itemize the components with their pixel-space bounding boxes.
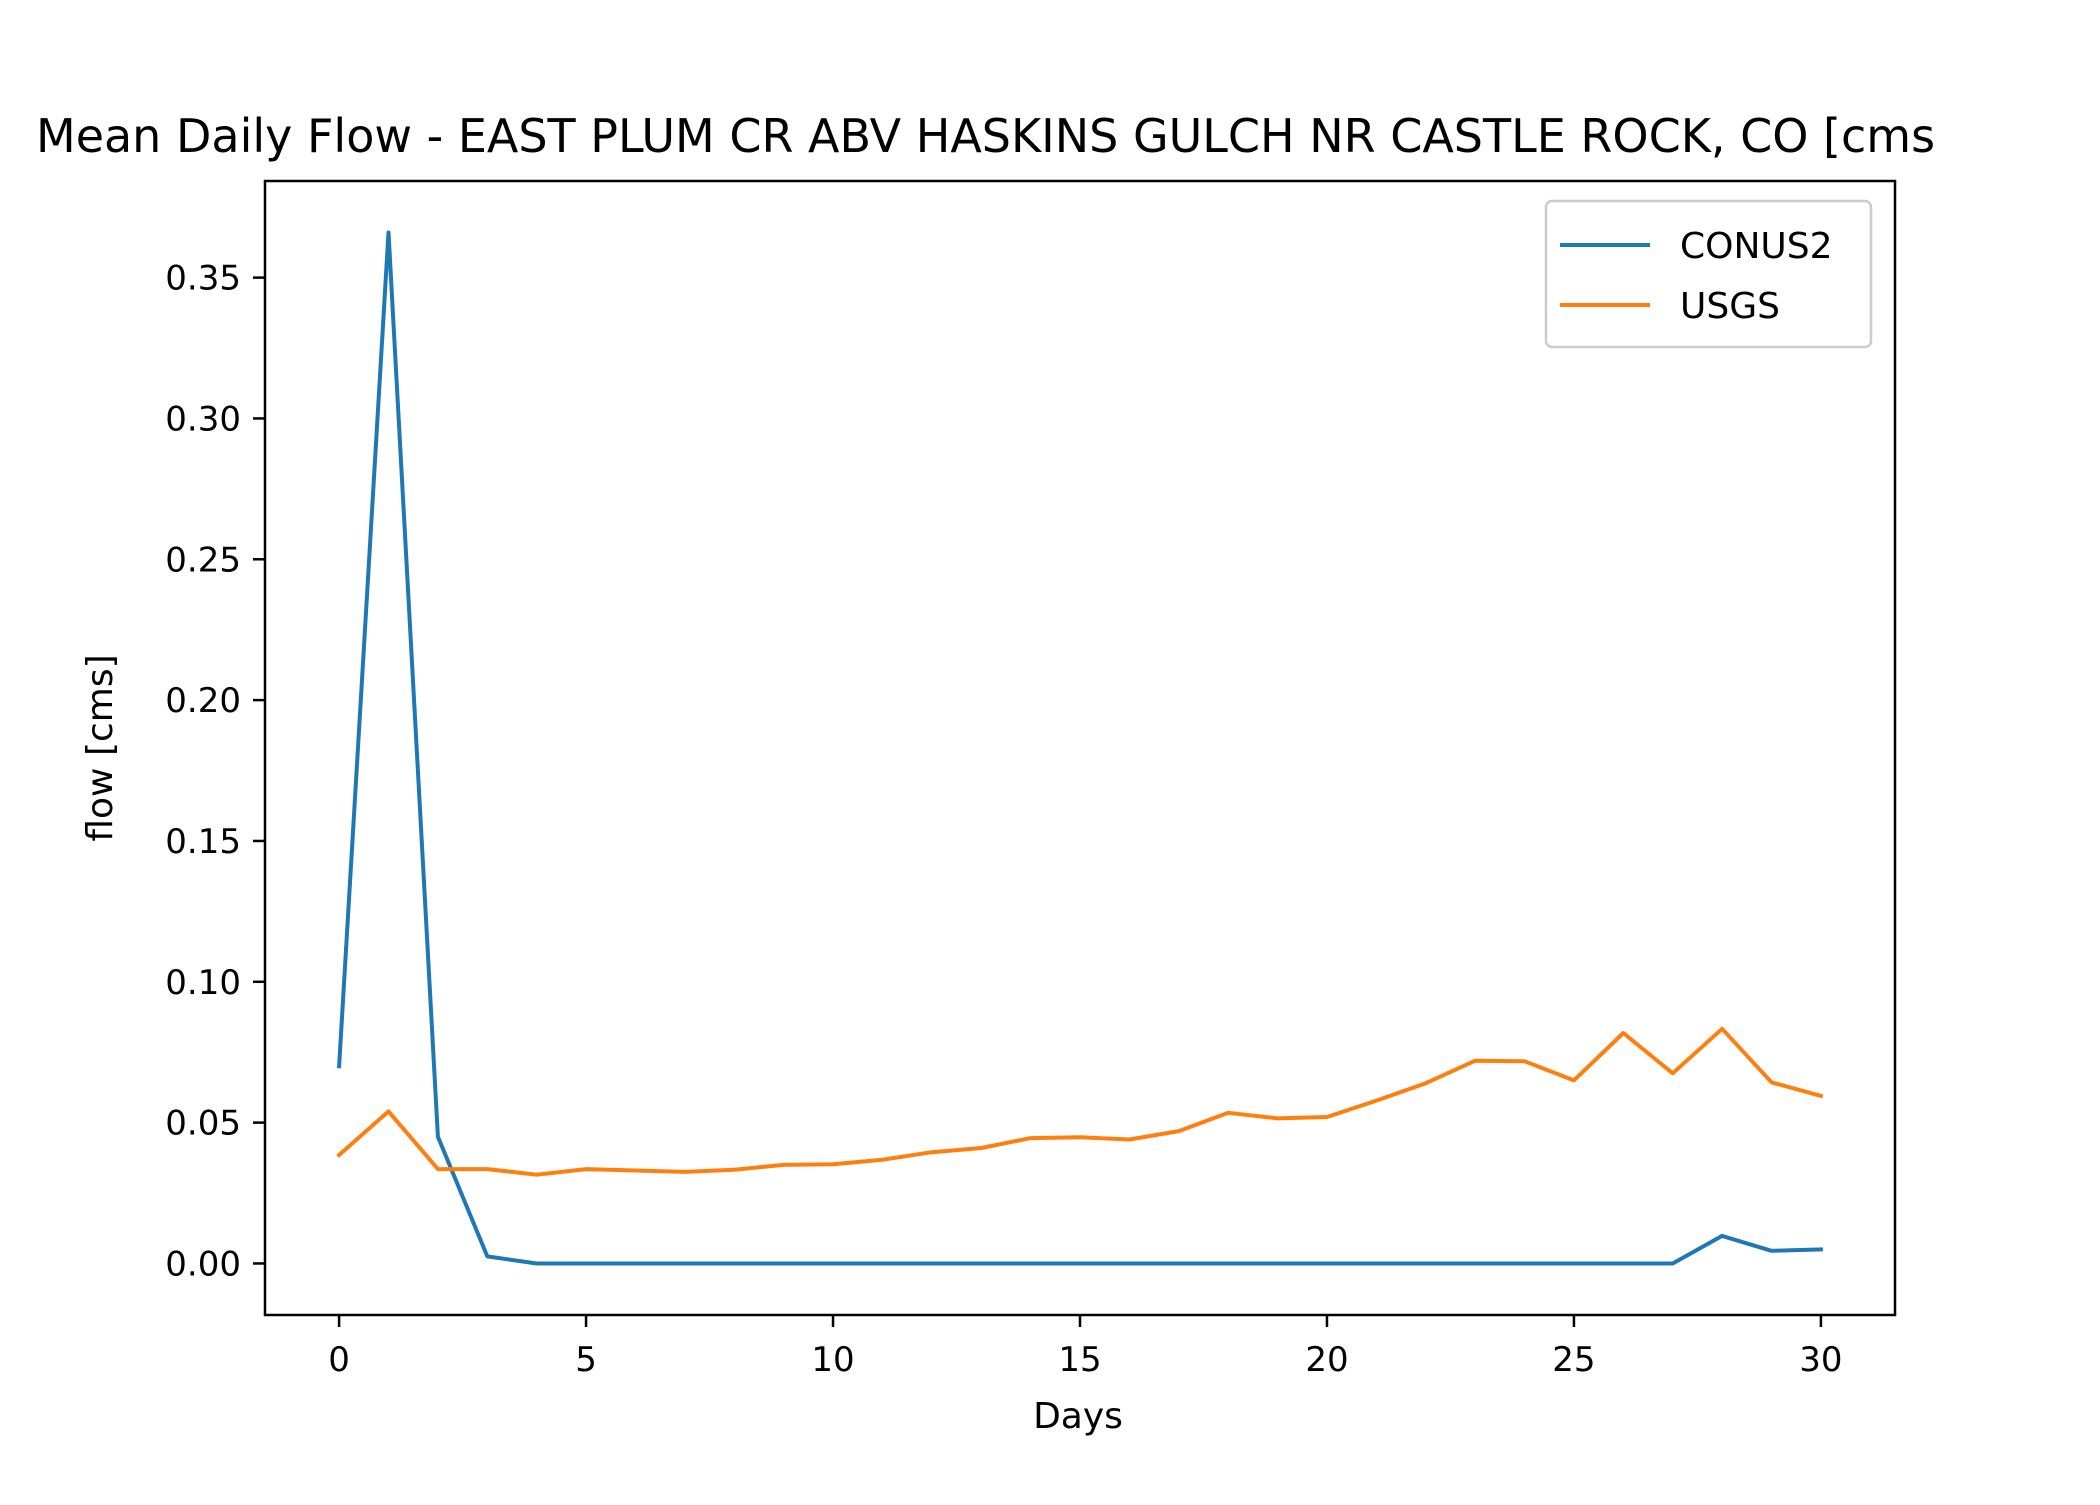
x-axis: 0 5 10 15 20 25 30	[328, 1315, 1843, 1380]
y-tick-label: 0.10	[165, 963, 241, 1003]
y-axis-label: flow [cms]	[80, 654, 121, 841]
chart-title: Mean Daily Flow - EAST PLUM CR ABV HASKI…	[36, 109, 1935, 163]
x-tick-label: 15	[1058, 1340, 1101, 1380]
legend-label-usgs: USGS	[1680, 286, 1780, 327]
y-tick-label: 0.30	[165, 399, 241, 439]
y-tick-label: 0.00	[165, 1244, 241, 1284]
y-tick-label: 0.25	[165, 540, 241, 580]
y-tick-label: 0.20	[165, 681, 241, 721]
legend-box	[1544, 199, 1873, 349]
y-tick-label: 0.15	[165, 822, 241, 862]
y-tick-label: 0.35	[165, 259, 241, 299]
x-axis-label: Days	[1033, 1396, 1123, 1437]
y-tick-label: 0.05	[165, 1104, 241, 1144]
series-line-conus2	[336, 230, 1823, 1266]
plot-area	[336, 230, 1824, 1266]
series-line-usgs	[336, 1026, 1824, 1177]
x-tick-label: 25	[1552, 1340, 1595, 1380]
legend-label-conus2: CONUS2	[1680, 226, 1833, 267]
x-tick-label: 30	[1799, 1340, 1842, 1380]
x-tick-label: 5	[575, 1340, 597, 1380]
legend: CONUS2 USGS	[1544, 199, 1873, 349]
x-tick-label: 20	[1305, 1340, 1348, 1380]
x-tick-label: 0	[328, 1340, 350, 1380]
y-axis: 0.00 0.05 0.10 0.15 0.20 0.25 0.30 0.35	[165, 259, 265, 1284]
x-tick-label: 10	[811, 1340, 854, 1380]
